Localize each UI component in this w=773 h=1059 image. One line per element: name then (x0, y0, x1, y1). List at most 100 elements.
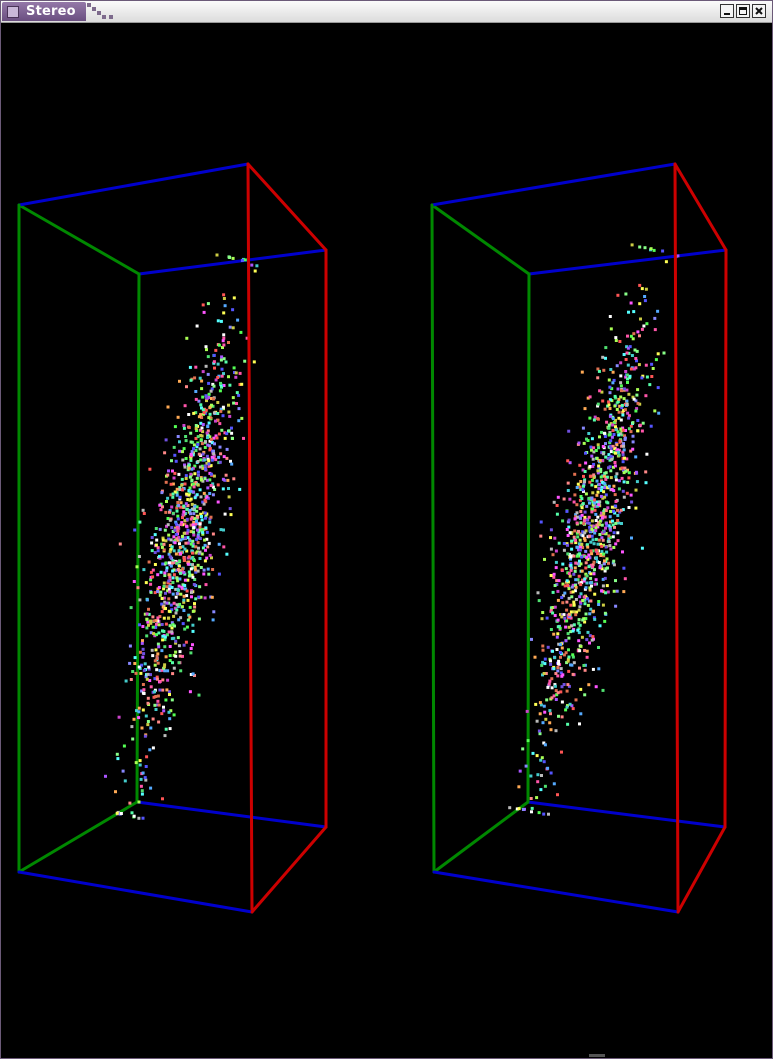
data-point (164, 480, 168, 484)
data-point (569, 590, 573, 594)
data-point (554, 560, 558, 564)
data-point (593, 504, 597, 508)
data-point (203, 446, 207, 449)
data-point (194, 522, 198, 526)
data-point (600, 589, 604, 593)
data-point (214, 419, 217, 423)
data-point (130, 725, 134, 729)
close-button[interactable] (752, 4, 766, 18)
data-point (240, 382, 244, 386)
data-point (181, 567, 185, 571)
window-menu-icon[interactable] (7, 6, 19, 18)
data-point (201, 423, 205, 426)
data-point (565, 689, 569, 693)
data-point (165, 569, 169, 573)
data-point (603, 576, 607, 580)
data-point (588, 534, 592, 538)
data-point (597, 603, 601, 606)
maximize-button[interactable] (736, 4, 750, 18)
data-point (600, 523, 604, 527)
data-point (609, 450, 613, 453)
stereo-viewport[interactable] (4, 23, 771, 1054)
data-point (222, 343, 226, 347)
data-point (590, 478, 594, 482)
box-edge-y (135, 272, 141, 804)
data-point (152, 632, 156, 636)
data-point (213, 366, 216, 370)
data-point (121, 769, 125, 773)
data-point (566, 584, 570, 587)
data-point (194, 449, 198, 452)
data-point (171, 530, 175, 533)
data-point (216, 500, 220, 504)
data-point (164, 607, 167, 610)
data-point (197, 530, 201, 534)
data-point (216, 376, 220, 379)
data-point (205, 454, 209, 458)
data-point (150, 541, 154, 545)
data-point (227, 487, 230, 490)
data-point (603, 508, 607, 512)
data-point (165, 585, 169, 589)
data-point (183, 558, 187, 562)
data-point (237, 393, 241, 397)
data-point (583, 510, 587, 514)
data-point (182, 531, 186, 535)
data-point (593, 508, 597, 512)
data-point (570, 547, 574, 551)
data-point (149, 726, 153, 730)
data-point (204, 583, 208, 587)
data-point (199, 413, 203, 417)
data-point (634, 488, 638, 492)
data-point (611, 428, 615, 432)
data-point (577, 608, 581, 612)
data-point (588, 641, 591, 645)
data-point (147, 560, 151, 564)
data-point (607, 426, 611, 430)
data-point (611, 381, 615, 385)
data-point (177, 618, 181, 622)
data-point (212, 397, 215, 401)
data-point (161, 562, 165, 566)
data-point (193, 565, 197, 569)
data-point (584, 566, 588, 570)
data-point (569, 630, 573, 634)
data-point (585, 437, 588, 441)
data-point (162, 581, 166, 585)
data-point (192, 520, 196, 524)
data-point (178, 488, 182, 491)
data-point (578, 722, 581, 726)
minimize-button[interactable] (720, 4, 734, 18)
data-point (626, 480, 630, 484)
data-point (579, 600, 583, 604)
data-point (605, 550, 609, 554)
data-point (579, 480, 583, 483)
data-point (202, 511, 205, 515)
data-point (183, 584, 187, 587)
resize-grip[interactable] (589, 1054, 605, 1057)
data-point (158, 554, 161, 558)
data-point (201, 303, 205, 307)
data-point (617, 479, 621, 483)
data-point (189, 523, 193, 527)
data-point (177, 661, 181, 665)
title-tab[interactable]: Stereo (2, 2, 86, 21)
data-point (195, 324, 199, 328)
data-point (627, 416, 631, 420)
data-point (153, 659, 157, 663)
data-point (135, 709, 138, 713)
maximize-icon (739, 7, 747, 15)
data-point (591, 563, 595, 567)
title-bar[interactable]: Stereo (1, 1, 772, 23)
data-point (182, 571, 186, 574)
data-point (623, 577, 627, 581)
data-point (607, 423, 611, 427)
data-point (564, 708, 568, 712)
data-point (196, 569, 200, 573)
data-point (614, 396, 618, 400)
data-point (593, 415, 597, 419)
data-point (210, 556, 213, 560)
data-point (622, 442, 625, 446)
data-point (598, 482, 602, 486)
